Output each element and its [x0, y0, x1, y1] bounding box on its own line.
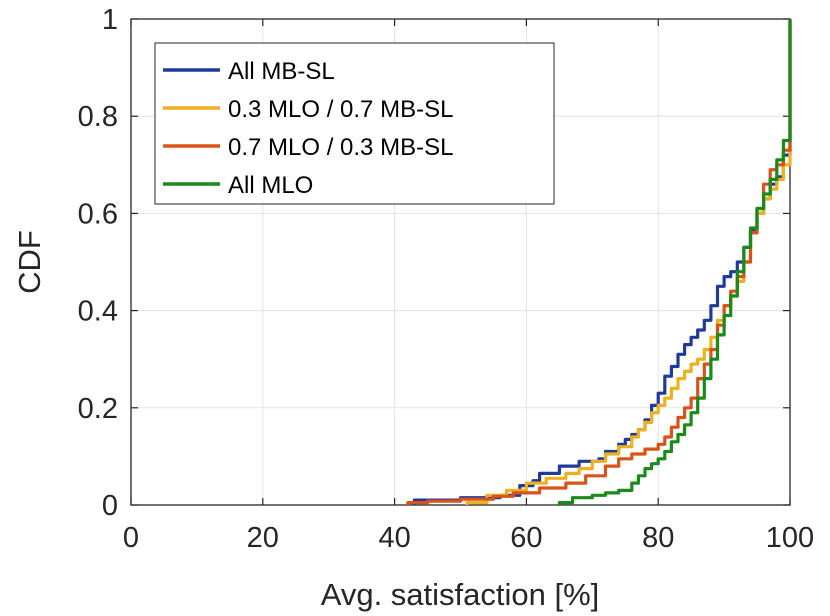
x-tick-label: 60: [510, 522, 542, 554]
legend-label-3: 0.7 MLO / 0.3 MB-SL: [228, 134, 453, 161]
y-axis-label: CDF: [12, 230, 47, 294]
x-tick-label: 40: [378, 522, 410, 554]
legend: All MB-SL 0.3 MLO / 0.7 MB-SL 0.7 MLO / 0.…: [154, 42, 555, 205]
plot-frame: [130, 18, 791, 506]
x-tick-label: 20: [247, 522, 279, 554]
legend-label-1: All MB-SL: [228, 58, 335, 85]
x-tick-label: 100: [766, 522, 814, 554]
x-axis-label: Avg. satisfaction [%]: [321, 577, 600, 612]
x-tick-label: 80: [642, 522, 674, 554]
x-tick-label: 0: [123, 522, 139, 554]
series-line-1: [412, 19, 792, 505]
y-tick-label: 0.2: [78, 393, 118, 425]
y-tick-label: 0.8: [78, 101, 118, 133]
y-tick-label: 1: [102, 4, 118, 36]
y-tick-label: 0.6: [78, 198, 118, 230]
y-tick-labels: 0 0.2 0.4 0.6 0.8 1: [78, 4, 118, 522]
series-lines: [406, 19, 792, 505]
y-tick-label: 0: [102, 490, 118, 522]
legend-box: [154, 42, 555, 205]
y-tick-label: 0.4: [78, 296, 118, 328]
legend-label-2: 0.3 MLO / 0.7 MB-SL: [228, 96, 453, 123]
legend-label-4: All MLO: [228, 172, 313, 199]
legend-entries: All MB-SL 0.3 MLO / 0.7 MB-SL 0.7 MLO / 0.…: [163, 58, 453, 199]
x-tick-labels: 0 20 40 60 80 100: [123, 522, 814, 554]
series-line-4: [557, 19, 792, 505]
